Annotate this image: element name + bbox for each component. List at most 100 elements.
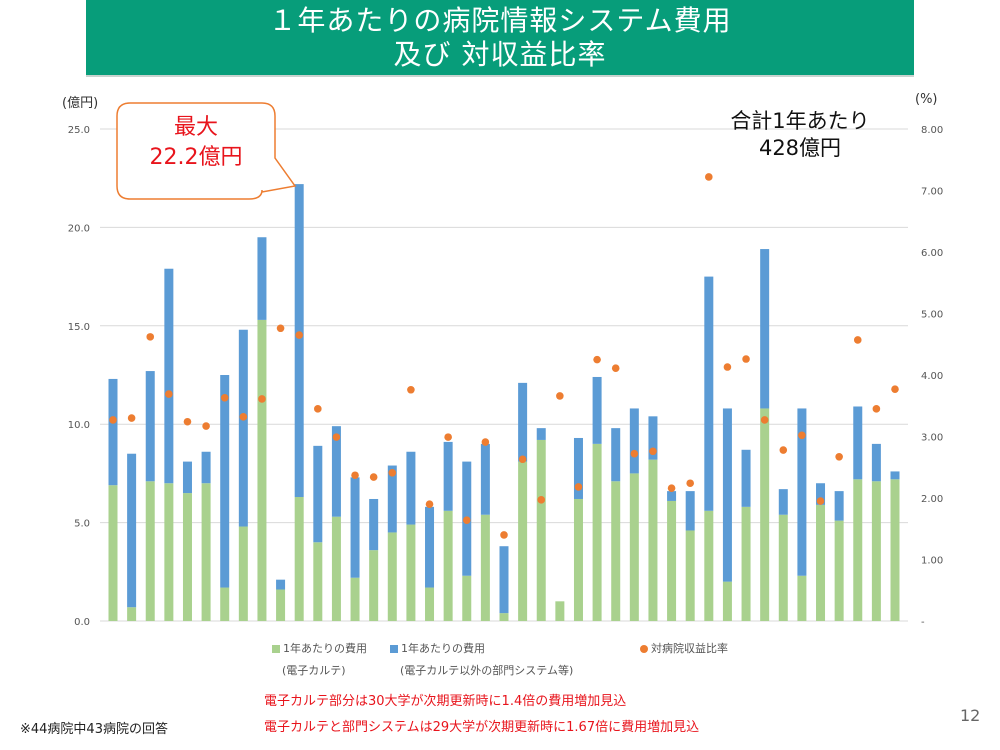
bar-ehr xyxy=(350,577,360,621)
page-number: 12 xyxy=(960,706,981,725)
dot-revenue-ratio xyxy=(742,355,750,363)
bar-dept-systems xyxy=(201,451,211,484)
bar-ehr xyxy=(797,575,807,621)
bar-dept-systems xyxy=(648,416,658,460)
bar-ehr xyxy=(722,581,732,621)
bar-dept-systems xyxy=(536,428,546,440)
bar-ehr xyxy=(834,520,844,621)
y-tick-label: 10.0 xyxy=(68,420,90,431)
bar-ehr xyxy=(853,479,863,621)
y-axis-ticks: 0.0 5.0 10.0 15.0 20.0 25.0 xyxy=(68,125,90,628)
dot-revenue-ratio xyxy=(705,173,713,181)
y2-tick-label: - xyxy=(921,617,925,628)
bar-dept-systems xyxy=(499,546,509,614)
bar-dept-systems xyxy=(741,449,751,507)
bar-ehr xyxy=(890,479,900,621)
dot-revenue-ratio xyxy=(481,438,490,446)
dot-revenue-ratio xyxy=(165,390,173,398)
dot-revenue-ratio xyxy=(109,416,117,424)
dot-revenue-ratio xyxy=(518,455,527,464)
bar-dept-systems xyxy=(294,184,304,498)
bar-dept-systems xyxy=(592,376,602,444)
dot-revenue-ratio xyxy=(220,393,229,402)
bars xyxy=(108,184,900,621)
y2-tick-label: 7.00 xyxy=(921,187,943,198)
note-system-increase: 電子カルテと部門システムは29大学が次期更新時に1.67倍に費用増加見込 xyxy=(264,720,700,735)
title-line-1: １年あたりの病院情報システム費用 xyxy=(268,4,732,37)
bar-ehr xyxy=(145,481,155,621)
bar-ehr xyxy=(127,607,137,621)
dot-revenue-ratio xyxy=(723,363,732,371)
dot-revenue-ratio xyxy=(407,385,415,394)
y-tick-label: 5.0 xyxy=(74,519,90,530)
bar-ehr xyxy=(499,613,509,621)
bar-ehr xyxy=(518,461,528,621)
dot-revenue-ratio xyxy=(369,473,378,481)
bar-ehr xyxy=(406,524,416,621)
bar-ehr xyxy=(760,408,770,621)
dot-revenue-ratio xyxy=(835,452,843,461)
bar-dept-systems xyxy=(238,329,248,527)
legend-item-dot: 対病院収益比率 xyxy=(640,640,728,656)
bar-ehr xyxy=(816,504,826,621)
dot-revenue-ratio xyxy=(239,413,248,421)
y-axis-label: (億円) xyxy=(62,96,99,111)
bar-ehr xyxy=(871,481,881,621)
bar-dept-systems xyxy=(145,371,155,482)
total-line-2: 428億円 xyxy=(758,136,842,160)
bar-ehr xyxy=(648,459,658,621)
y2-tick-label: 5.00 xyxy=(921,310,943,321)
legend-blue-line2: (電子カルテ以外の部門システム等) xyxy=(400,664,574,677)
dot-revenue-ratio xyxy=(258,395,266,403)
bar-dept-systems xyxy=(760,249,770,409)
callout-line-1: 最大 xyxy=(173,115,218,140)
bar-ehr xyxy=(555,601,565,621)
legend-green-line1: 1年あたりの費用 xyxy=(283,642,367,655)
bar-dept-systems xyxy=(611,428,621,482)
bar-dept-systems xyxy=(313,445,323,543)
y2-axis-label: (%) xyxy=(915,92,938,107)
bar-ehr xyxy=(257,319,267,621)
bar-dept-systems xyxy=(573,437,583,499)
y2-tick-label: 8.00 xyxy=(921,125,943,136)
dot-revenue-ratio xyxy=(276,324,285,333)
bar-ehr xyxy=(629,473,639,621)
legend-green-line2: (電子カルテ) xyxy=(282,664,346,677)
bar-dept-systems xyxy=(127,453,137,608)
dot-revenue-ratio xyxy=(388,468,397,477)
dot-revenue-ratio xyxy=(593,355,601,364)
dot-revenue-ratio xyxy=(686,479,694,488)
dot-revenue-ratio xyxy=(872,405,881,413)
bar-dept-systems xyxy=(518,382,528,462)
bar-ehr xyxy=(387,532,397,621)
dot-revenue-ratio xyxy=(314,405,322,413)
dot-revenue-ratio xyxy=(760,416,769,424)
bar-ehr xyxy=(480,514,490,621)
bar-dept-systems xyxy=(667,491,677,501)
bar-dept-systems xyxy=(108,378,118,486)
bar-dept-systems xyxy=(853,406,863,480)
dot-revenue-ratio xyxy=(630,449,639,458)
dot-revenue-ratio xyxy=(611,364,620,373)
legend-dot-label: 対病院収益比率 xyxy=(651,642,728,655)
bar-ehr xyxy=(667,500,677,621)
bar-ehr xyxy=(238,526,248,621)
bar-ehr xyxy=(592,443,602,621)
dots xyxy=(109,173,899,539)
bar-dept-systems xyxy=(164,268,174,484)
callout-bubble xyxy=(116,102,297,200)
bar-dept-systems xyxy=(331,426,341,517)
bar-dept-systems xyxy=(350,477,360,578)
legend-swatch-green xyxy=(272,645,280,653)
bar-ehr xyxy=(573,498,583,621)
dot-revenue-ratio xyxy=(556,392,564,400)
dot-revenue-ratio xyxy=(853,336,862,344)
dot-revenue-ratio xyxy=(798,431,806,440)
bar-ehr xyxy=(536,439,546,621)
legend-swatch-blue xyxy=(390,645,398,653)
bar-dept-systems xyxy=(443,441,453,511)
title-line-2: 及び 対収益比率 xyxy=(393,38,607,71)
dot-revenue-ratio xyxy=(462,516,471,524)
bar-dept-systems xyxy=(871,443,881,482)
y2-tick-label: 1.00 xyxy=(921,556,943,567)
